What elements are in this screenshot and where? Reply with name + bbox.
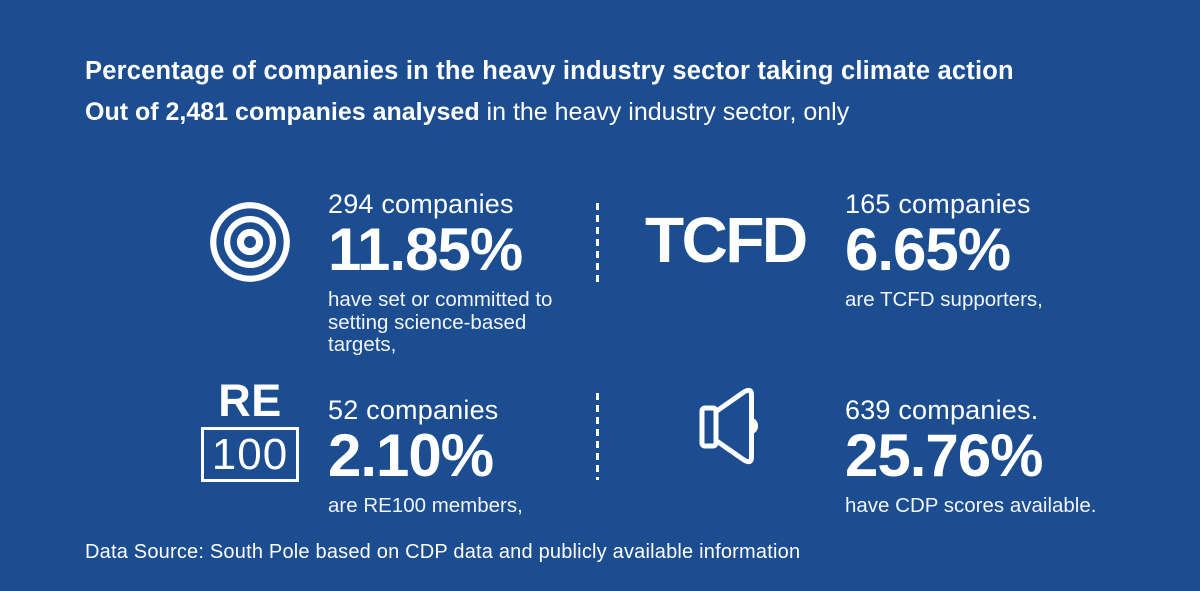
subtitle-bold: Out of 2,481 companies analysed (85, 98, 480, 126)
stat-percent: 25.76% (845, 422, 1044, 489)
stat-description: are TCFD supporters, (845, 288, 1043, 311)
subtitle: Out of 2,481 companies analysed in the h… (85, 98, 849, 127)
stat-description: have set or committed to setting science… (328, 288, 553, 356)
re100-logo-box: 100 (201, 427, 299, 482)
stat-tcfd: 165 companies 6.65% are TCFD supporters, (845, 191, 1043, 312)
page-title: Percentage of companies in the heavy ind… (85, 57, 1014, 85)
subtitle-rest: in the heavy industry sector, only (479, 98, 850, 126)
stat-percent: 11.85% (328, 216, 523, 283)
stat-re100: 52 companies 2.10% are RE100 members, (328, 397, 523, 518)
stat-count: 639 companies. (845, 395, 1039, 425)
stat-count: 165 companies (845, 189, 1031, 219)
re100-logo: RE 100 (201, 375, 299, 482)
data-source-note: Data Source: South Pole based on CDP dat… (85, 541, 801, 563)
stat-count: 294 companies (328, 189, 514, 219)
stat-cdp: 639 companies. 25.76% have CDP scores av… (845, 397, 1096, 518)
stat-description: are RE100 members, (328, 494, 523, 517)
stat-percent: 2.10% (328, 422, 494, 489)
stat-count: 52 companies (328, 395, 499, 425)
dashed-divider-bottom (596, 393, 599, 480)
dashed-divider-top (596, 203, 599, 283)
stat-percent: 6.65% (845, 216, 1011, 283)
re100-logo-top: RE (218, 375, 282, 426)
stat-description: have CDP scores available. (845, 494, 1097, 517)
tcfd-logo: TCFD (645, 204, 808, 276)
target-icon (210, 202, 290, 282)
megaphone-icon (699, 387, 759, 465)
stat-science-based-targets: 294 companies 11.85% have set or committ… (328, 191, 576, 357)
